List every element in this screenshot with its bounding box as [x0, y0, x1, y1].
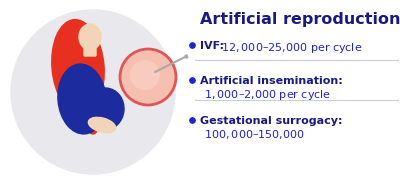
Ellipse shape	[79, 24, 101, 50]
Ellipse shape	[58, 64, 106, 134]
Ellipse shape	[88, 117, 116, 133]
Text: $12,000–$25,000 per cycle: $12,000–$25,000 per cycle	[221, 41, 362, 55]
Ellipse shape	[52, 20, 104, 114]
Circle shape	[130, 60, 160, 90]
Text: IVF:: IVF:	[200, 41, 228, 51]
Circle shape	[120, 49, 176, 105]
Ellipse shape	[86, 88, 124, 130]
Circle shape	[11, 10, 175, 174]
Text: Artificial insemination:: Artificial insemination:	[200, 76, 343, 86]
Text: Gestational surrogacy:: Gestational surrogacy:	[200, 116, 342, 126]
FancyBboxPatch shape	[84, 40, 96, 56]
Text: $1,000–$2,000 per cycle: $1,000–$2,000 per cycle	[204, 88, 331, 102]
Ellipse shape	[77, 80, 99, 134]
Text: Artificial reproduction: Artificial reproduction	[200, 12, 400, 27]
Text: $100,000–$150,000: $100,000–$150,000	[204, 128, 305, 141]
